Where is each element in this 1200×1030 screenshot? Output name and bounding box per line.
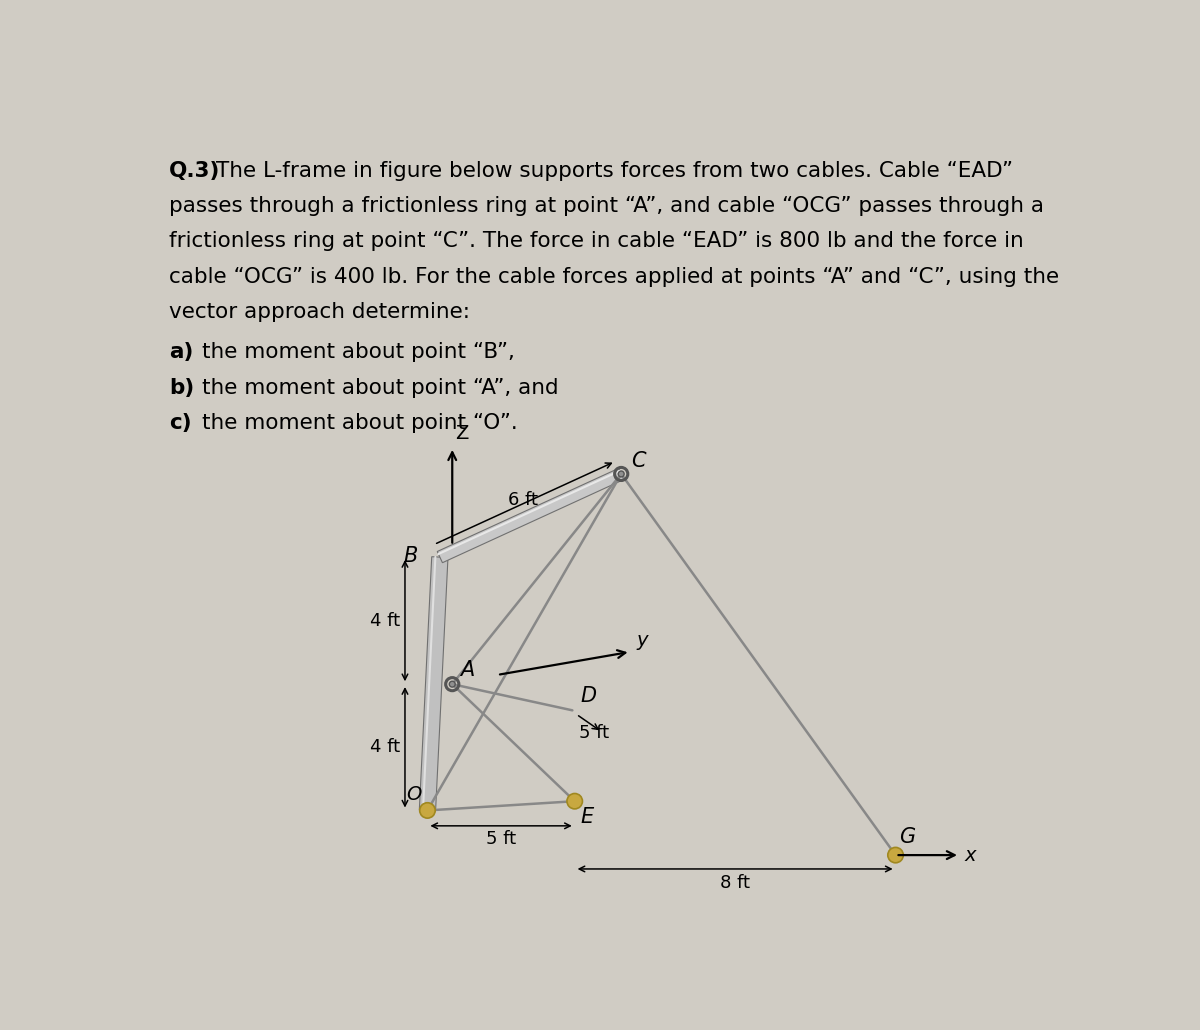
Text: D: D — [580, 686, 596, 706]
Polygon shape — [437, 469, 624, 562]
Text: O: O — [406, 785, 421, 804]
Text: c): c) — [169, 413, 192, 434]
Text: C: C — [631, 451, 646, 471]
Text: G: G — [899, 827, 914, 848]
Text: Q.3): Q.3) — [169, 161, 221, 180]
Circle shape — [618, 471, 624, 477]
Circle shape — [888, 848, 904, 863]
Text: 5 ft: 5 ft — [486, 830, 516, 849]
Text: vector approach determine:: vector approach determine: — [169, 302, 470, 322]
Polygon shape — [419, 557, 448, 811]
Text: The L-frame in figure below supports forces from two cables. Cable “EAD”: The L-frame in figure below supports for… — [216, 161, 1013, 180]
Text: the moment about point “O”.: the moment about point “O”. — [202, 413, 517, 434]
Text: 6 ft: 6 ft — [509, 491, 539, 509]
Text: a): a) — [169, 342, 193, 363]
Text: b): b) — [169, 378, 194, 398]
Circle shape — [449, 681, 455, 687]
Text: the moment about point “B”,: the moment about point “B”, — [202, 342, 515, 363]
Text: y: y — [637, 630, 648, 650]
Text: E: E — [581, 808, 594, 827]
Text: Z: Z — [455, 424, 469, 443]
Text: A: A — [460, 660, 474, 680]
Text: x: x — [965, 846, 976, 864]
Text: 4 ft: 4 ft — [370, 739, 401, 756]
Text: B: B — [403, 546, 418, 565]
Text: 4 ft: 4 ft — [370, 612, 401, 629]
Text: the moment about point “A”, and: the moment about point “A”, and — [202, 378, 558, 398]
Circle shape — [420, 802, 436, 818]
Text: 8 ft: 8 ft — [720, 873, 750, 892]
Circle shape — [566, 793, 582, 809]
Text: cable “OCG” is 400 lb. For the cable forces applied at points “A” and “C”, using: cable “OCG” is 400 lb. For the cable for… — [169, 267, 1060, 286]
Text: 5 ft: 5 ft — [578, 724, 608, 743]
Text: passes through a frictionless ring at point “A”, and cable “OCG” passes through : passes through a frictionless ring at po… — [169, 196, 1044, 216]
Text: frictionless ring at point “C”. The force in cable “EAD” is 800 lb and the force: frictionless ring at point “C”. The forc… — [169, 232, 1024, 251]
